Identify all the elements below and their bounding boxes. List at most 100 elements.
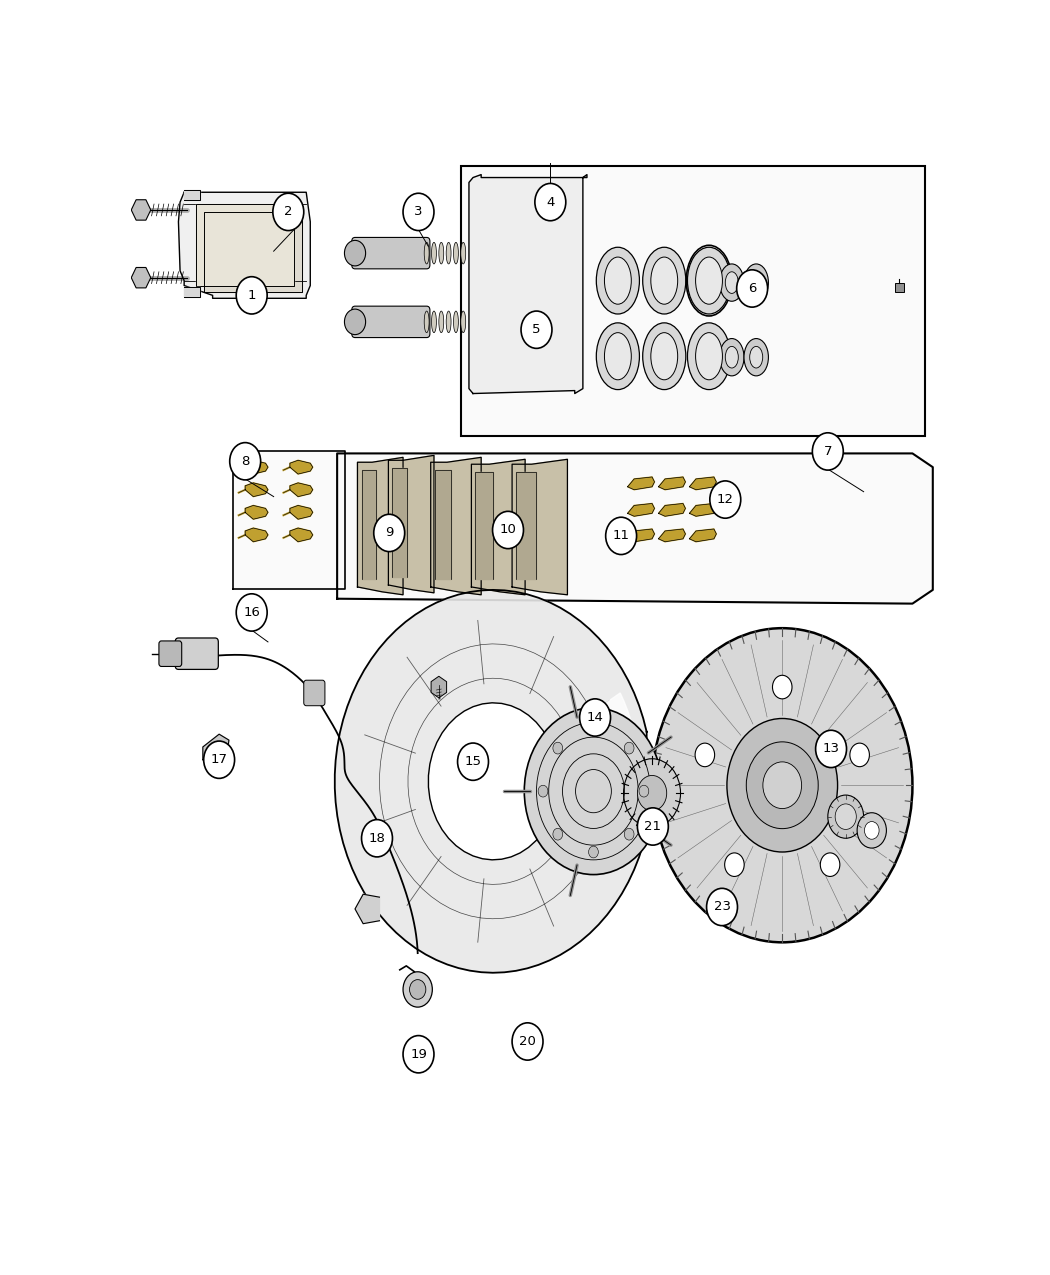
- Text: 16: 16: [244, 606, 260, 618]
- Circle shape: [827, 796, 863, 838]
- Polygon shape: [690, 504, 716, 516]
- Circle shape: [849, 743, 869, 766]
- Text: 4: 4: [546, 195, 554, 209]
- Circle shape: [857, 812, 886, 848]
- Ellipse shape: [605, 258, 631, 305]
- Polygon shape: [494, 694, 639, 870]
- Ellipse shape: [454, 311, 459, 333]
- Polygon shape: [430, 458, 481, 594]
- Text: 9: 9: [385, 527, 394, 539]
- Ellipse shape: [744, 339, 769, 376]
- Circle shape: [403, 972, 433, 1007]
- Polygon shape: [361, 470, 376, 579]
- Text: 3: 3: [415, 205, 423, 218]
- Ellipse shape: [424, 242, 429, 264]
- Ellipse shape: [605, 333, 631, 380]
- Circle shape: [589, 724, 598, 736]
- Circle shape: [492, 511, 524, 548]
- Circle shape: [695, 743, 715, 766]
- Text: 21: 21: [645, 820, 662, 833]
- Circle shape: [637, 775, 667, 811]
- Circle shape: [707, 889, 737, 926]
- Polygon shape: [357, 458, 403, 594]
- Ellipse shape: [461, 242, 466, 264]
- Circle shape: [606, 518, 636, 555]
- Circle shape: [737, 270, 768, 307]
- Ellipse shape: [432, 311, 437, 333]
- Ellipse shape: [726, 347, 738, 368]
- Ellipse shape: [643, 247, 686, 314]
- Polygon shape: [246, 483, 268, 496]
- Ellipse shape: [726, 272, 738, 293]
- Circle shape: [204, 741, 234, 778]
- Circle shape: [763, 762, 801, 808]
- Polygon shape: [196, 204, 294, 286]
- FancyBboxPatch shape: [159, 641, 182, 667]
- Polygon shape: [203, 734, 229, 764]
- Text: 11: 11: [612, 529, 630, 542]
- Circle shape: [230, 442, 260, 479]
- Ellipse shape: [596, 323, 639, 390]
- Polygon shape: [355, 894, 379, 923]
- Ellipse shape: [750, 347, 762, 368]
- Circle shape: [710, 481, 740, 518]
- Polygon shape: [469, 175, 587, 394]
- Polygon shape: [628, 529, 654, 542]
- Circle shape: [512, 1023, 543, 1060]
- Polygon shape: [658, 504, 686, 516]
- Text: 2: 2: [285, 205, 293, 218]
- Circle shape: [864, 821, 879, 839]
- Bar: [895, 283, 904, 292]
- Polygon shape: [184, 190, 201, 200]
- Polygon shape: [233, 451, 345, 589]
- Text: 17: 17: [211, 754, 228, 766]
- Circle shape: [652, 629, 912, 942]
- Polygon shape: [337, 454, 932, 603]
- Ellipse shape: [439, 242, 444, 264]
- Text: 1: 1: [248, 289, 256, 302]
- Polygon shape: [658, 477, 686, 490]
- Circle shape: [813, 432, 843, 470]
- Polygon shape: [290, 528, 313, 542]
- Circle shape: [816, 731, 846, 768]
- Ellipse shape: [432, 242, 437, 264]
- Ellipse shape: [719, 264, 744, 301]
- Polygon shape: [628, 477, 654, 490]
- Circle shape: [747, 742, 818, 829]
- Circle shape: [458, 743, 488, 780]
- Circle shape: [410, 979, 426, 1000]
- Polygon shape: [512, 459, 567, 594]
- Circle shape: [724, 853, 744, 876]
- Circle shape: [625, 742, 634, 754]
- Ellipse shape: [688, 247, 731, 314]
- Polygon shape: [205, 212, 302, 292]
- Ellipse shape: [695, 258, 722, 305]
- Ellipse shape: [651, 333, 677, 380]
- Polygon shape: [435, 470, 452, 579]
- Polygon shape: [246, 528, 268, 542]
- Text: 6: 6: [748, 282, 756, 295]
- FancyBboxPatch shape: [303, 680, 324, 706]
- Circle shape: [374, 514, 404, 552]
- Ellipse shape: [750, 272, 762, 293]
- Text: 14: 14: [587, 711, 604, 724]
- Polygon shape: [628, 504, 654, 516]
- Text: 12: 12: [717, 493, 734, 506]
- FancyBboxPatch shape: [352, 237, 429, 269]
- Text: 18: 18: [369, 831, 385, 845]
- Circle shape: [524, 708, 663, 875]
- Ellipse shape: [461, 311, 466, 333]
- Bar: [461, 166, 925, 436]
- Ellipse shape: [454, 242, 459, 264]
- Circle shape: [773, 676, 792, 699]
- Ellipse shape: [446, 311, 452, 333]
- Ellipse shape: [446, 242, 452, 264]
- Circle shape: [236, 277, 267, 314]
- Circle shape: [534, 184, 566, 221]
- Circle shape: [820, 853, 840, 876]
- Circle shape: [639, 785, 649, 797]
- Polygon shape: [471, 459, 525, 594]
- Ellipse shape: [643, 323, 686, 390]
- Circle shape: [403, 194, 434, 231]
- Polygon shape: [690, 477, 716, 490]
